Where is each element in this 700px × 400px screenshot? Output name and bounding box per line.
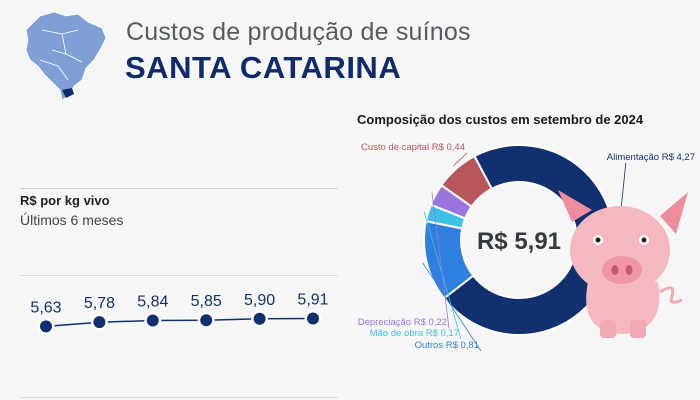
price-point [146, 314, 159, 327]
page-title: SANTA CATARINA [125, 50, 402, 85]
price-point [307, 312, 319, 325]
donut-chart-title: Composição dos custos em setembro de 202… [357, 112, 644, 127]
price-line-chart: 5,63 5,78 5,84 5,85 5,90 5,91 [30, 292, 329, 335]
price-data-label: 5,63 [30, 299, 61, 316]
donut-leader-line [453, 152, 468, 166]
pig-head [570, 206, 670, 294]
pig-nostril [611, 265, 619, 275]
brazil-shape [25, 11, 107, 101]
pig-leg [600, 320, 616, 338]
donut-slice-label: Outros R$ 0,81 [415, 340, 479, 351]
price-data-label: 5,85 [191, 293, 222, 310]
price-point [200, 314, 213, 327]
divider [20, 397, 338, 398]
donut-slice-label: Alimentação R$ 4,27 [607, 152, 695, 163]
price-point [40, 320, 52, 333]
pig-illustration [558, 190, 688, 338]
donut-center-total: R$ 5,91 [477, 228, 561, 255]
price-point [253, 312, 266, 325]
line-chart-subtitle: Últimos 6 meses [20, 212, 124, 228]
pig-snout [602, 256, 642, 284]
cost-donut-chart: R$ 5,91 Alimentação R$ 4,27 Outros R$ 0,81… [358, 142, 695, 352]
price-point [93, 316, 106, 329]
cost-composition-panel: Composição dos custos em setembro de 202… [345, 100, 700, 400]
price-data-label: 5,78 [84, 295, 115, 312]
pig-leg [630, 320, 646, 338]
divider [20, 188, 338, 189]
header: Custos de produção de suínos SANTA CATAR… [0, 0, 700, 101]
pig-pupil [641, 237, 647, 243]
state-lines [39, 29, 83, 81]
price-data-label: 5,84 [137, 293, 168, 310]
pig-ear-left [558, 190, 592, 222]
brazil-map-icon [25, 11, 107, 101]
page-subtitle: Custos de produção de suínos [126, 18, 471, 46]
divider [20, 275, 338, 276]
pig-nostril [625, 265, 633, 275]
donut-slice-label: Custo de capital R$ 0,44 [361, 142, 465, 153]
price-series-line [45, 317, 314, 328]
price-data-label: 5,90 [244, 292, 275, 309]
price-history-panel: R$ por kg vivo Últimos 6 meses 5,63 5,78 5… [0, 120, 345, 400]
donut-leader-line [431, 192, 450, 329]
pig-tail [659, 286, 683, 304]
pig-ear-right [660, 192, 688, 234]
donut-slice-label: Depreciação R$ 0,22 [358, 317, 447, 328]
pig-pupil [595, 237, 601, 243]
donut-slice-label: Mão de obra R$ 0,17 [370, 328, 459, 339]
donut-slice [439, 154, 494, 208]
price-data-label: 5,91 [297, 292, 328, 309]
line-chart-title: R$ por kg vivo [20, 193, 110, 208]
santa-catarina-highlight [62, 88, 74, 98]
